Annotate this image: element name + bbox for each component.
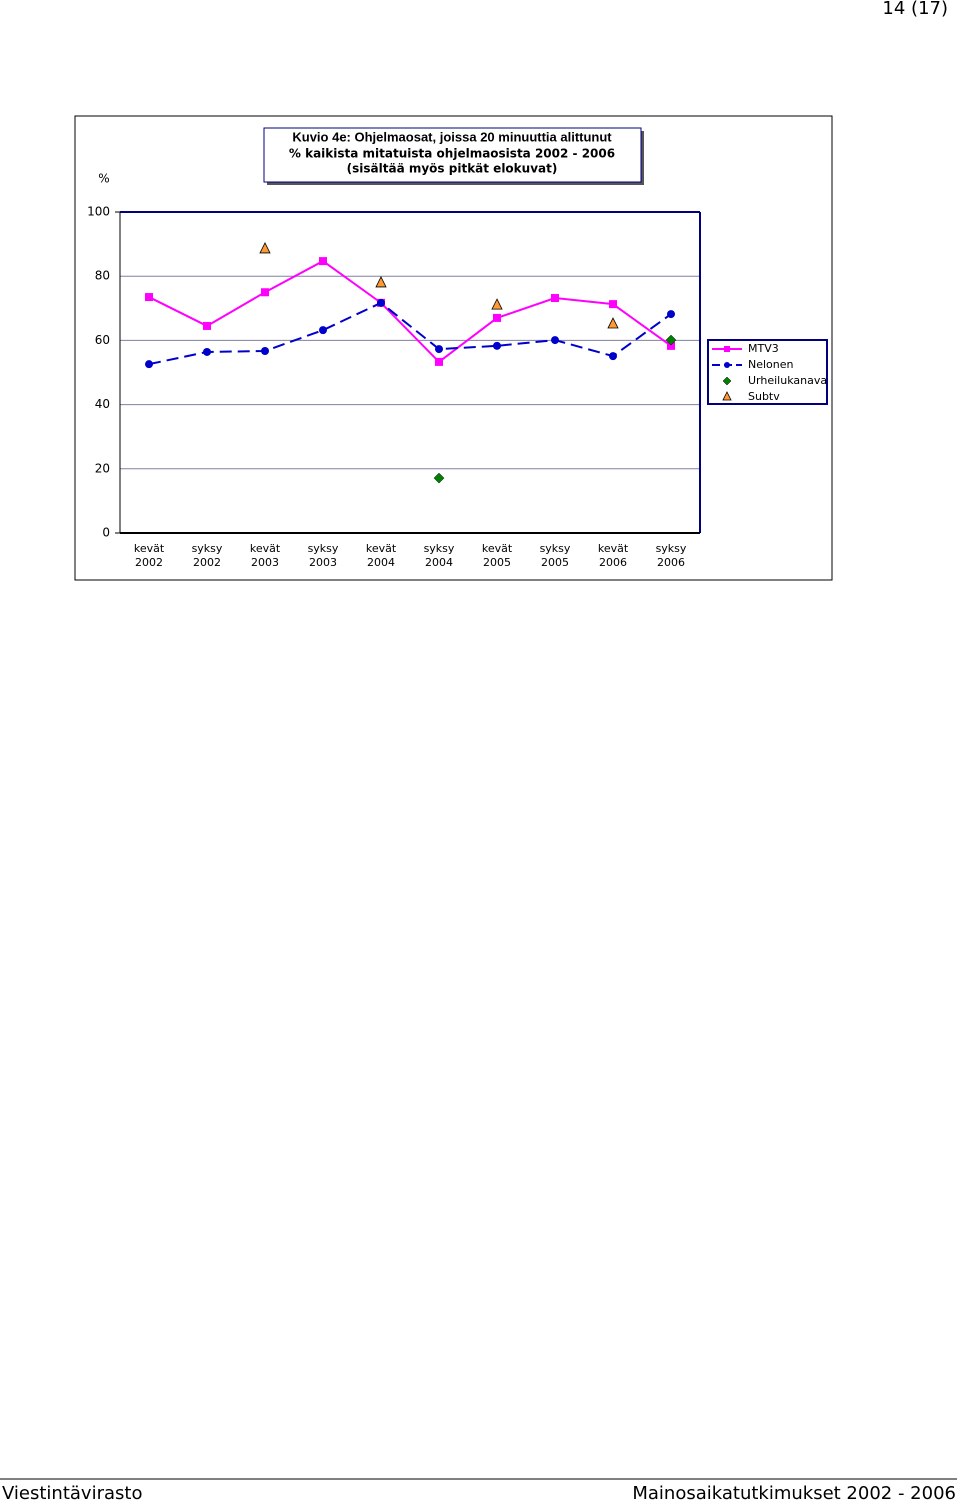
x-tick-label: kevät 2004 <box>365 542 397 569</box>
legend-label: MTV3 <box>748 342 779 355</box>
data-point <box>261 288 269 297</box>
data-point <box>667 310 675 319</box>
legend-label: Subtv <box>748 390 780 403</box>
legend-marker <box>722 391 732 401</box>
footer-right: Mainosaikatutkimukset 2002 - 2006 <box>632 1483 956 1503</box>
y-tick-label: 20 <box>95 461 110 475</box>
data-point <box>667 341 675 350</box>
data-point <box>493 313 501 322</box>
data-point <box>609 300 617 309</box>
series-line <box>148 301 672 366</box>
data-point <box>375 276 387 288</box>
chart-subtitle: % kaikista mitatuista ohjelmaosista 2002… <box>289 147 615 161</box>
legend-label: Nelonen <box>748 358 794 371</box>
data-point <box>433 472 445 484</box>
series-line <box>148 259 672 364</box>
legend-marker <box>724 362 730 368</box>
x-tick-label: syksy 2003 <box>307 542 339 569</box>
legend-marker <box>722 376 732 386</box>
data-point <box>319 326 327 335</box>
data-point <box>607 317 619 329</box>
x-tick-label: kevät 2005 <box>481 542 513 569</box>
x-tick-label: syksy 2002 <box>191 542 223 569</box>
data-point <box>203 347 211 356</box>
data-point <box>435 345 443 354</box>
data-point <box>491 298 503 310</box>
y-axis-label: % <box>98 172 109 186</box>
x-tick-label: syksy 2004 <box>423 542 455 569</box>
y-tick-label: 80 <box>95 269 110 283</box>
chart-subtitle: (sisältää myös pitkät elokuvat) <box>347 162 558 176</box>
data-point <box>551 336 559 345</box>
data-point <box>551 294 559 303</box>
y-tick-label: 60 <box>95 333 110 347</box>
data-point <box>259 242 271 254</box>
chart-frame <box>74 115 833 581</box>
data-point <box>665 334 677 346</box>
x-tick-label: kevät 2006 <box>597 542 629 569</box>
footer-left: Viestintävirasto <box>2 1483 142 1503</box>
title-box <box>263 127 642 183</box>
legend-label: Urheilukanava <box>748 374 827 387</box>
y-tick-label: 100 <box>87 205 110 219</box>
x-tick-label: syksy 2006 <box>655 542 687 569</box>
data-point <box>493 341 501 350</box>
data-point <box>377 298 385 307</box>
data-point <box>145 293 153 302</box>
data-point <box>261 346 269 355</box>
y-tick-label: 0 <box>102 526 110 540</box>
data-point <box>319 257 327 266</box>
data-point <box>609 352 617 361</box>
x-tick-label: kevät 2003 <box>249 542 281 569</box>
page-number: 14 (17) <box>882 0 948 19</box>
data-point <box>435 357 443 366</box>
x-tick-label: syksy 2005 <box>539 542 571 569</box>
y-tick-label: 40 <box>95 397 110 411</box>
data-point <box>203 321 211 330</box>
chart-title: Kuvio 4e: Ohjelmaosat, joissa 20 minuutt… <box>292 129 612 144</box>
x-tick-label: kevät 2002 <box>133 542 165 569</box>
data-point <box>145 360 153 369</box>
legend-marker <box>724 346 730 352</box>
